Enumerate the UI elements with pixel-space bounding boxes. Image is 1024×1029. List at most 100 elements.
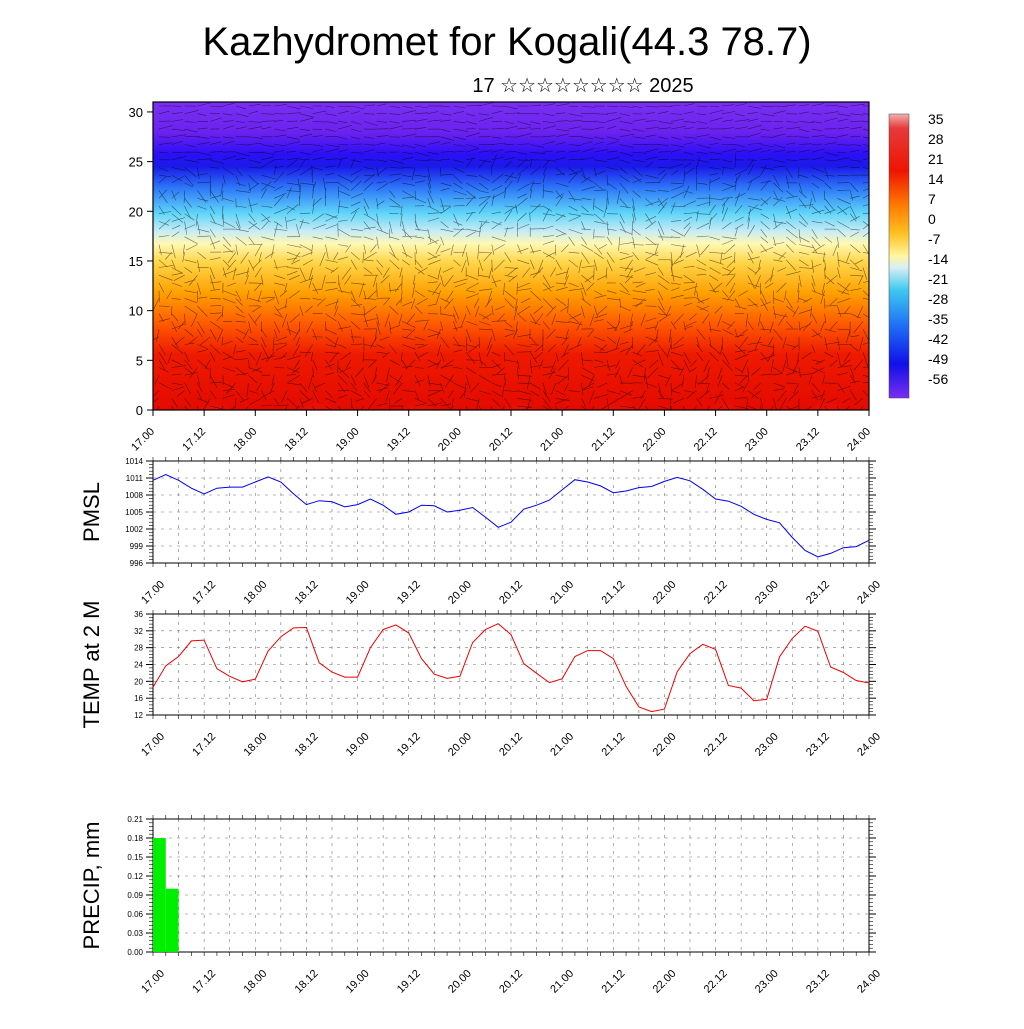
y-axis-label: TEMP at 2 M [79,601,104,729]
x-tick-label: 23.12 [804,579,832,607]
x-tick-label: 20.00 [446,731,474,759]
x-tick-label: 19.12 [385,426,413,454]
x-tick-label: 18.00 [241,731,269,759]
x-tick-label: 19.00 [344,968,372,996]
y-tick-label: 32 [134,627,143,636]
x-tick-label: 20.00 [446,579,474,607]
x-tick-label: 17.12 [180,426,208,454]
y-tick-label: 0.03 [127,929,143,938]
colorbar-label: -21 [928,271,948,287]
y-tick-label: 1008 [125,491,143,500]
y-tick-label: 25 [129,155,143,170]
y-tick-label: 996 [130,559,144,568]
precip-bar [153,838,166,952]
x-tick-label: 19.00 [334,426,362,454]
y-tick-label: 1005 [125,508,143,517]
colorbar-label: 21 [928,151,944,167]
y-tick-label: 28 [134,644,143,653]
y-axis-label: PRECIP, mm [79,822,104,950]
precip-bar [166,889,179,952]
x-tick-label: 22.00 [651,579,679,607]
x-tick-label: 20.00 [436,426,464,454]
x-tick-label: 18.00 [231,426,259,454]
y-tick-label: 30 [129,105,143,120]
colorbar-label: -28 [928,291,948,307]
x-tick-label: 22.00 [651,968,679,996]
colorbar-label: 7 [928,191,936,207]
x-tick-label: 23.00 [753,731,781,759]
x-tick-label: 17.00 [139,731,167,759]
y-tick-label: 20 [129,204,143,219]
chart-subtitle: 17 ☆☆☆☆☆☆☆☆ 2025 [472,75,693,97]
x-tick-label: 21.00 [548,579,576,607]
x-tick-label: 19.12 [395,731,423,759]
x-tick-label: 20.12 [497,731,525,759]
x-tick-label: 19.00 [344,731,372,759]
x-tick-label: 18.12 [293,579,321,607]
y-tick-label: 1014 [125,457,143,466]
colorbar-label: -7 [928,231,941,247]
x-tick-label: 21.00 [548,731,576,759]
colorbar-label: -42 [928,331,948,347]
y-tick-label: 36 [134,610,143,619]
y-tick-label: 1002 [125,525,143,534]
y-tick-label: 0.21 [127,815,143,824]
x-tick-label: 24.00 [855,731,883,759]
x-tick-label: 18.12 [293,968,321,996]
y-tick-label: 15 [129,254,143,269]
x-tick-label: 21.12 [599,579,627,607]
x-tick-label: 18.12 [293,731,321,759]
x-tick-label: 22.12 [702,731,730,759]
x-tick-label: 22.00 [641,426,669,454]
colorbar-label: 28 [928,131,944,147]
colorbar-label: 0 [928,211,936,227]
y-tick-label: 1011 [126,474,144,483]
y-tick-label: 0.18 [127,834,143,843]
x-tick-label: 17.00 [139,968,167,996]
x-tick-label: 18.00 [241,579,269,607]
y-tick-label: 999 [130,542,144,551]
x-tick-label: 18.12 [283,426,311,454]
y-tick-label: 10 [129,304,143,319]
x-tick-label: 17.12 [190,968,218,996]
x-tick-label: 20.00 [446,968,474,996]
x-tick-label: 19.00 [344,579,372,607]
x-tick-label: 20.12 [487,426,515,454]
x-tick-label: 21.12 [599,968,627,996]
y-tick-label: 12 [134,711,143,720]
x-tick-label: 23.12 [804,731,832,759]
y-tick-label: 20 [134,677,143,686]
x-tick-label: 17.00 [129,426,157,454]
y-tick-label: 0.15 [127,853,143,862]
grid [153,461,869,563]
x-tick-label: 21.12 [599,731,627,759]
y-tick-label: 0.00 [127,948,143,957]
y-tick-label: 24 [134,661,143,670]
x-tick-label: 20.12 [497,579,525,607]
x-tick-label: 22.12 [702,968,730,996]
x-tick-label: 17.00 [139,579,167,607]
y-tick-label: 0.09 [127,891,143,900]
colorbar-label: -14 [928,251,948,267]
x-tick-label: 23.12 [794,426,822,454]
x-tick-label: 22.12 [702,579,730,607]
x-tick-label: 19.12 [395,579,423,607]
x-tick-label: 23.00 [743,426,771,454]
colorbar-label: -56 [928,371,948,387]
y-tick-label: 0.12 [127,872,143,881]
x-tick-label: 24.00 [855,579,883,607]
x-tick-label: 22.00 [651,731,679,759]
precip-panel: 0.00 0.03 0.06 0.09 0.12 0.15 0.18 0.21 17.00 17.… [79,815,883,996]
x-tick-label: 23.00 [753,579,781,607]
x-tick-label: 21.00 [538,426,566,454]
x-tick-label: 21.00 [548,968,576,996]
y-tick-label: 0.06 [127,910,143,919]
x-tick-label: 19.12 [395,968,423,996]
x-tick-label: 18.00 [241,968,269,996]
